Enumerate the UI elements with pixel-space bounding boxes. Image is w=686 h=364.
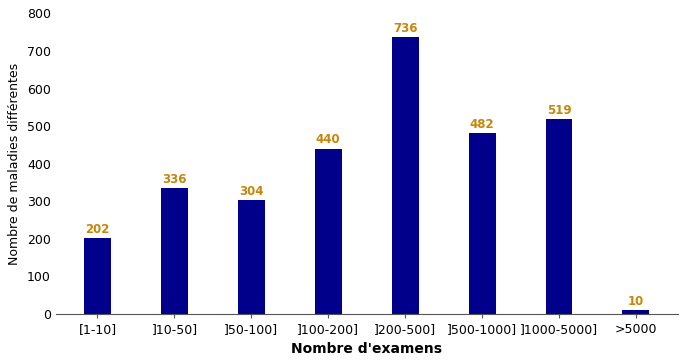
Text: 736: 736 <box>393 22 417 35</box>
Bar <box>161 188 188 314</box>
Bar <box>392 37 418 314</box>
Text: 440: 440 <box>316 134 340 146</box>
Bar <box>84 238 111 314</box>
Bar <box>622 310 650 314</box>
Bar <box>469 133 495 314</box>
Y-axis label: Nombre de maladies différentes: Nombre de maladies différentes <box>8 63 21 265</box>
Text: 336: 336 <box>162 173 187 186</box>
Text: 519: 519 <box>547 104 571 117</box>
Bar <box>545 119 573 314</box>
Bar <box>315 149 342 314</box>
X-axis label: Nombre d'examens: Nombre d'examens <box>292 342 442 356</box>
Bar <box>238 200 265 314</box>
Text: 482: 482 <box>470 118 495 131</box>
Text: 202: 202 <box>85 223 110 236</box>
Text: 304: 304 <box>239 185 263 198</box>
Text: 10: 10 <box>628 295 644 308</box>
